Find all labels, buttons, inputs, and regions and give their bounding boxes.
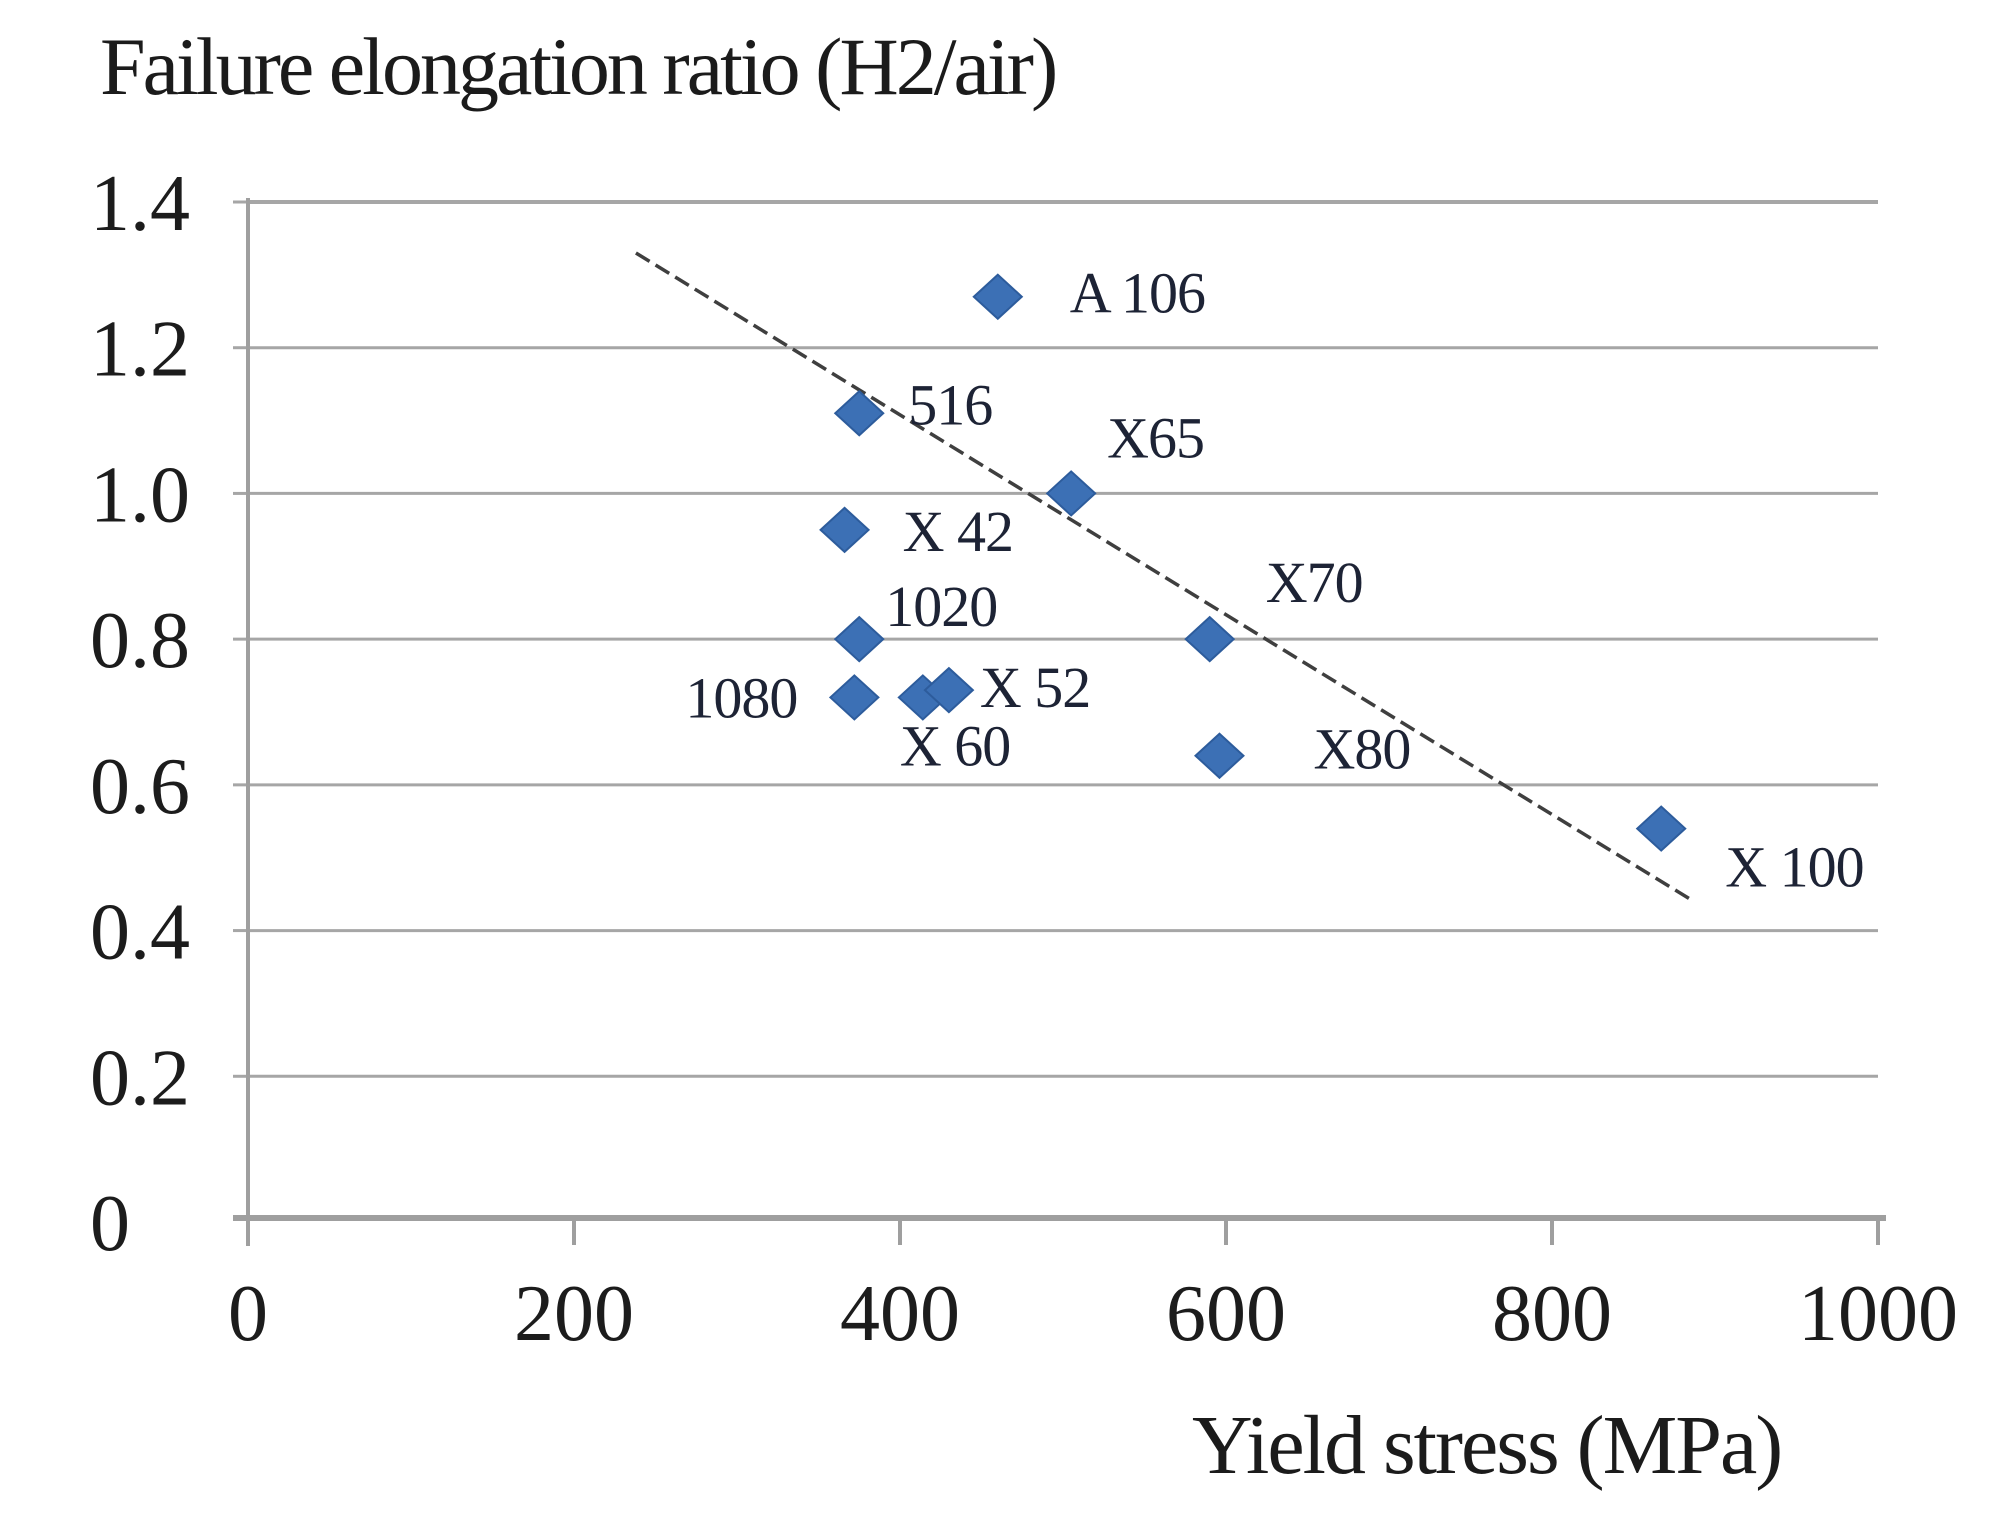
data-point-x65 bbox=[1045, 470, 1097, 517]
data-point-x-52 bbox=[923, 666, 975, 714]
x-tick-label-600: 600 bbox=[1166, 1270, 1286, 1358]
data-point-label-x70: X70 bbox=[1266, 550, 1363, 615]
data-point-1020 bbox=[833, 615, 885, 663]
trend-line bbox=[635, 251, 1695, 903]
x-tick-label-800: 800 bbox=[1492, 1270, 1612, 1358]
y-tick-label-0.6: 0.6 bbox=[90, 743, 190, 831]
data-point-x70 bbox=[1184, 615, 1236, 663]
y-tick-label-1.2: 1.2 bbox=[90, 306, 190, 394]
x-tick-label-200: 200 bbox=[514, 1270, 634, 1358]
x-tick-label-0: 0 bbox=[228, 1270, 268, 1358]
y-ticks-group: 1.4 1.2 1.0 0.8 0.6 0.4 0.2 0 bbox=[90, 160, 190, 1268]
data-point-label-1080: 1080 bbox=[685, 665, 797, 730]
chart-title: Failure elongation ratio (H2/air) bbox=[100, 21, 1058, 112]
y-tick-label-0.8: 0.8 bbox=[90, 597, 190, 685]
data-point-label-x-60: X 60 bbox=[900, 713, 1010, 778]
data-point-label-x-42: X 42 bbox=[903, 499, 1013, 564]
data-point-label-1020: 1020 bbox=[885, 574, 997, 639]
data-point-a-106 bbox=[972, 273, 1024, 321]
data-point-label-x80: X80 bbox=[1313, 717, 1410, 782]
y-tick-label-0.2: 0.2 bbox=[90, 1034, 190, 1122]
y-tick-label-0.4: 0.4 bbox=[90, 889, 190, 977]
data-point-x-42 bbox=[819, 506, 871, 554]
gridlines-group bbox=[233, 200, 1878, 1078]
data-point-label-a-106: A 106 bbox=[1070, 261, 1205, 326]
x-ticks-group: 0 200 400 600 800 1000 bbox=[228, 1218, 1958, 1358]
data-points-group: A 106 516 X65 X 42 1020 1080 X 60X 52 X70 X80 X 1… bbox=[685, 261, 1864, 900]
data-point-label-516: 516 bbox=[908, 372, 992, 437]
data-point-x-100 bbox=[1635, 805, 1687, 852]
y-tick-label-1.4: 1.4 bbox=[90, 160, 190, 248]
x-axis-title: Yield stress (MPa) bbox=[1192, 1399, 1783, 1492]
x-tick-label-1000: 1000 bbox=[1798, 1270, 1958, 1358]
y-tick-label-1.0: 1.0 bbox=[90, 451, 190, 539]
data-point-x80 bbox=[1194, 732, 1245, 780]
data-point-1080 bbox=[828, 674, 880, 721]
data-point-516 bbox=[833, 389, 885, 437]
x-tick-label-400: 400 bbox=[840, 1270, 960, 1358]
data-point-label-x-52: X 52 bbox=[980, 655, 1090, 720]
data-point-label-x-100: X 100 bbox=[1725, 835, 1863, 900]
data-point-label-x65: X65 bbox=[1107, 405, 1204, 470]
y-tick-label-0: 0 bbox=[90, 1180, 130, 1268]
